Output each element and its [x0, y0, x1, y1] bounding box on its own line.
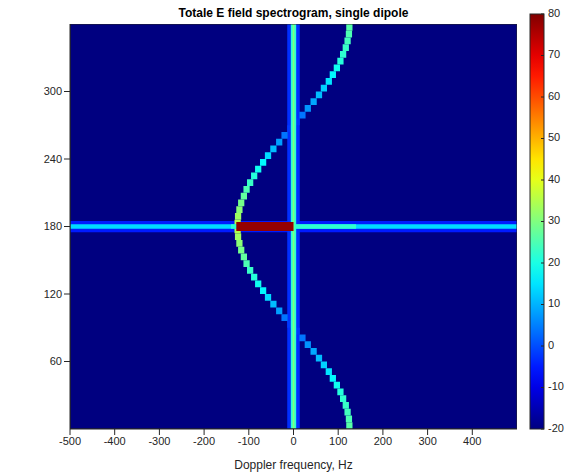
- svg-text:80: 80: [548, 7, 560, 19]
- svg-text:120: 120: [44, 288, 62, 300]
- svg-text:200: 200: [374, 435, 392, 447]
- svg-text:400: 400: [463, 435, 481, 447]
- svg-text:-300: -300: [148, 435, 170, 447]
- svg-text:0: 0: [290, 435, 296, 447]
- svg-text:70: 70: [548, 48, 560, 60]
- svg-text:60: 60: [50, 355, 62, 367]
- svg-text:100: 100: [329, 435, 347, 447]
- svg-text:Doppler frequency, Hz: Doppler frequency, Hz: [234, 458, 353, 472]
- svg-text:-200: -200: [193, 435, 215, 447]
- svg-text:-400: -400: [104, 435, 126, 447]
- svg-text:0: 0: [548, 339, 554, 351]
- svg-text:20: 20: [548, 256, 560, 268]
- svg-text:300: 300: [418, 435, 436, 447]
- svg-text:10: 10: [548, 297, 560, 309]
- svg-text:-20: -20: [548, 422, 564, 434]
- svg-text:40: 40: [548, 173, 560, 185]
- svg-text:-10: -10: [548, 380, 564, 392]
- svg-text:30: 30: [548, 214, 560, 226]
- svg-text:-500: -500: [59, 435, 81, 447]
- svg-text:50: 50: [548, 131, 560, 143]
- svg-text:60: 60: [548, 90, 560, 102]
- svg-text:180: 180: [44, 220, 62, 232]
- svg-text:-100: -100: [238, 435, 260, 447]
- svg-text:300: 300: [44, 85, 62, 97]
- svg-text:240: 240: [44, 153, 62, 165]
- svg-text:Totale E field spectrogram, si: Totale E field spectrogram, single dipol…: [179, 6, 409, 20]
